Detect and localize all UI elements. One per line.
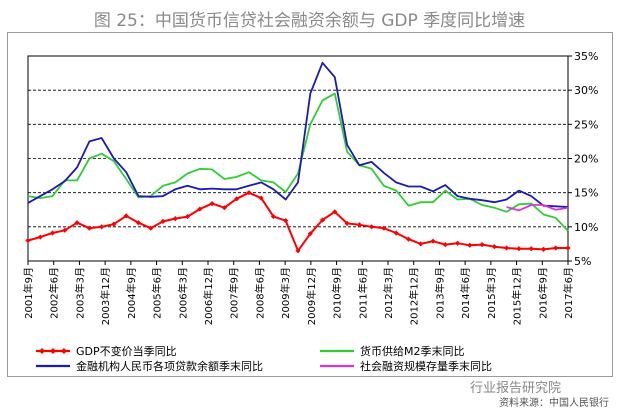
x-tick-label: 2006年12月 xyxy=(202,267,215,325)
y-tick-label: 20% xyxy=(574,153,598,166)
x-tick-label: 2005年6月 xyxy=(151,267,164,319)
series-1-point xyxy=(491,244,497,250)
series-1-point xyxy=(49,230,56,236)
y-tick-label: 35% xyxy=(574,50,598,63)
series-1-point xyxy=(25,237,31,244)
series-1-point xyxy=(528,246,534,252)
y-tick-label: 15% xyxy=(574,187,598,200)
x-tick-label: 2003年12月 xyxy=(99,267,112,325)
series-1-point xyxy=(479,242,485,248)
series-line-4 xyxy=(506,204,569,212)
series-1-point xyxy=(454,240,461,246)
series-1-point xyxy=(516,246,522,252)
series-1-point xyxy=(197,206,203,212)
x-tick-label: 2001年9月 xyxy=(22,267,35,319)
series-1-point xyxy=(307,231,313,237)
x-tick-label: 2004年9月 xyxy=(125,267,138,319)
chart-title: 图 25：中国货币信贷社会融资余额与 GDP 季度同比增速 xyxy=(93,11,526,31)
x-tick-label: 2003年3月 xyxy=(73,267,86,319)
x-tick-label: 2016年9月 xyxy=(536,267,549,319)
series-1-point xyxy=(246,190,252,196)
series-1-point xyxy=(234,196,240,202)
x-tick-label: 2011年6月 xyxy=(356,267,369,319)
series-1-point xyxy=(393,230,399,236)
x-tick-label: 2006年3月 xyxy=(176,267,189,319)
x-tick-label: 2012年3月 xyxy=(382,267,395,319)
x-tick-label: 2015年3月 xyxy=(485,267,498,319)
series-1-point xyxy=(258,195,264,201)
legend-label-4: 社会融资规模存量季末同比 xyxy=(360,359,492,373)
series-1-point xyxy=(74,220,80,226)
x-tick-label: 2013年9月 xyxy=(433,267,446,319)
series-1-point xyxy=(442,242,448,248)
series-1-point xyxy=(332,209,338,215)
legend-label-3: 金融机构人民币各项贷款余额季末同比 xyxy=(76,359,263,373)
series-1-point xyxy=(504,245,510,251)
x-tick-label: 2009年12月 xyxy=(305,267,318,325)
x-tick-label: 2009年3月 xyxy=(279,267,292,319)
x-tick-label: 2008年6月 xyxy=(253,267,266,319)
x-tick-label: 2015年12月 xyxy=(511,267,524,325)
series-1-point xyxy=(111,221,117,227)
series-1-point xyxy=(553,245,559,251)
watermark: 行业报告研究院 xyxy=(470,381,562,396)
series-1-point xyxy=(369,224,375,230)
x-tick-label: 2010年9月 xyxy=(331,267,344,319)
series-1-point xyxy=(319,217,326,223)
series-1-point xyxy=(430,238,436,244)
series-1-point xyxy=(209,201,215,207)
series-1-point xyxy=(356,222,362,228)
x-tick-label: 2007年9月 xyxy=(228,267,241,319)
series-1-point xyxy=(135,220,142,226)
series-1-point xyxy=(540,246,547,252)
series-1-point xyxy=(62,227,68,233)
y-tick-label: 30% xyxy=(574,84,598,97)
chart-frame xyxy=(7,32,613,377)
series-1-point xyxy=(221,205,227,211)
source-note: 资料来源：中国人民银行 xyxy=(499,398,609,409)
legend-label-1: GDP不变价当季同比 xyxy=(76,344,177,358)
series-1-point xyxy=(99,224,105,230)
x-tick-label: 2012年12月 xyxy=(408,267,421,325)
series-1-point xyxy=(37,234,43,240)
legend-label-2: 货币供给M2季末同比 xyxy=(360,344,465,358)
series-1-point xyxy=(418,241,424,247)
series-1-point xyxy=(405,236,412,242)
series-1-point xyxy=(344,220,350,227)
series-1-point xyxy=(283,218,289,224)
series-1-point xyxy=(86,225,92,231)
legend-marker xyxy=(50,348,56,354)
x-tick-label: 2017年6月 xyxy=(562,267,575,319)
series-1-point xyxy=(467,242,473,248)
series-1-point xyxy=(172,216,178,222)
series-1-point xyxy=(148,225,154,231)
series-1-point xyxy=(160,218,166,224)
y-tick-label: 5% xyxy=(574,255,591,268)
series-line-2 xyxy=(27,92,569,232)
series-1-point xyxy=(381,225,387,231)
series-1-point xyxy=(184,213,191,220)
x-tick-label: 2014年6月 xyxy=(459,267,472,319)
series-1-point xyxy=(565,245,571,251)
series-1-point xyxy=(123,213,129,219)
series-1-point xyxy=(295,248,301,254)
x-tick-label: 2002年6月 xyxy=(48,267,61,319)
series-1-point xyxy=(270,213,277,220)
y-tick-label: 10% xyxy=(574,221,598,234)
series-line-3 xyxy=(27,61,569,208)
legend-marker xyxy=(61,348,67,354)
legend-marker xyxy=(39,348,45,354)
y-tick-label: 25% xyxy=(574,118,598,131)
